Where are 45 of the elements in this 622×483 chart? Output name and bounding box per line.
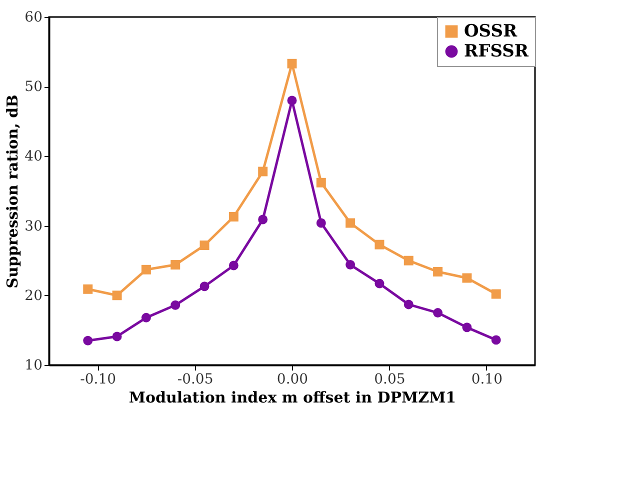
point [170, 260, 180, 270]
point [287, 96, 297, 106]
point [404, 256, 414, 266]
point [200, 282, 210, 292]
point [374, 240, 384, 250]
point [83, 336, 93, 346]
point [346, 260, 356, 270]
y-tick-label: 50 [24, 79, 42, 96]
point [316, 178, 326, 188]
y-tick-label: 10 [24, 358, 42, 374]
point [374, 278, 384, 288]
point [141, 264, 151, 274]
point [170, 300, 180, 310]
point [316, 218, 326, 228]
point [228, 260, 238, 270]
point [462, 322, 472, 332]
point [83, 284, 93, 294]
point [258, 166, 268, 176]
point [462, 273, 472, 283]
point [112, 332, 122, 342]
y-axis-title: Suppression ration, dB [4, 94, 22, 288]
y-tick-label: 20 [24, 288, 42, 304]
point [200, 240, 210, 250]
point [141, 312, 151, 322]
point [433, 266, 443, 276]
x-axis-title: Modulation index m offset in DPMZM1 [128, 388, 456, 406]
x-tick-label: -0.10 [80, 372, 116, 388]
point [433, 308, 443, 318]
point [404, 300, 414, 310]
point [491, 289, 501, 299]
point [346, 218, 356, 228]
legend-label: RFSSR [464, 42, 530, 62]
x-tick-label: 0.05 [374, 372, 406, 388]
y-tick-label: 40 [24, 148, 42, 165]
x-tick-label: 0.10 [471, 372, 502, 388]
y-tick-label: 30 [24, 218, 42, 234]
legend-label: OSSR [464, 22, 518, 42]
x-tick-label: -0.05 [177, 372, 214, 388]
y-tick-label: 60 [24, 10, 42, 26]
point [258, 214, 268, 224]
point [287, 58, 297, 68]
point [112, 290, 122, 300]
point [228, 212, 238, 222]
point [491, 335, 501, 345]
x-tick-label: 0.00 [276, 372, 308, 388]
